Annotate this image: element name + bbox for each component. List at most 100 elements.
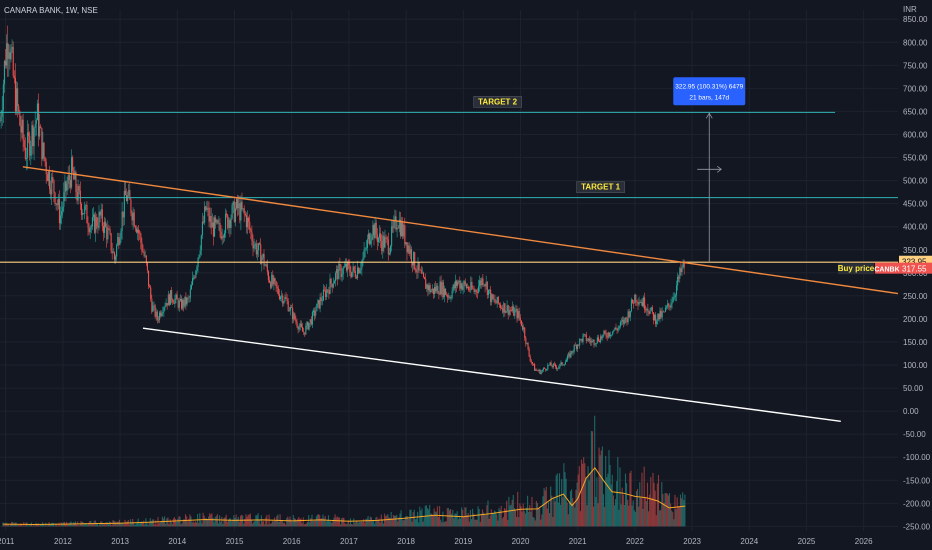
candle-body	[249, 221, 251, 230]
volume-bar	[356, 520, 358, 527]
support-trendline[interactable]	[142, 327, 841, 422]
candle-body	[361, 260, 363, 269]
volume-bar	[263, 521, 265, 527]
candle-body	[435, 287, 437, 292]
candle-body	[410, 249, 412, 262]
candle-body	[683, 262, 685, 268]
candle-body	[576, 344, 579, 349]
candle-body	[615, 327, 617, 330]
volume-bar	[485, 515, 487, 527]
volume-bar	[223, 518, 225, 527]
candle-body	[195, 270, 197, 278]
volume-bar	[494, 510, 496, 527]
candle-body	[653, 314, 656, 321]
volume-bar	[611, 474, 613, 527]
volume-bar	[683, 500, 685, 527]
drawings-layer[interactable]: TARGET 2 TARGET 1 Buy price 322.95 (100.31%…	[0, 77, 899, 422]
volume-bar	[191, 522, 193, 527]
volume-bar	[632, 500, 634, 527]
candle-body	[444, 288, 447, 295]
candle-body	[337, 269, 339, 280]
candle-body	[146, 262, 148, 271]
volume-bar	[662, 493, 664, 527]
candle-body	[229, 219, 231, 228]
candle-body	[585, 334, 587, 341]
volume-bar	[148, 523, 150, 527]
candle-body	[355, 277, 357, 279]
candle-body	[318, 300, 320, 309]
volume-bar	[534, 520, 536, 527]
candle-body	[680, 268, 682, 272]
price-axis[interactable]: 850.00 800.00 750.00 700.00 650.00 600.00 550.…	[874, 15, 932, 531]
candle-body	[628, 311, 630, 318]
candle-body	[95, 217, 97, 233]
candle-body	[479, 280, 481, 286]
candle-body	[257, 243, 260, 251]
volume-bar	[142, 522, 144, 527]
candle-body	[598, 341, 601, 343]
measure-info-box[interactable]	[673, 77, 746, 106]
volume-bar	[560, 504, 562, 527]
candle-body	[545, 368, 547, 370]
volume-bar	[353, 518, 355, 527]
candle-body	[42, 142, 44, 160]
volume-bar	[316, 514, 319, 527]
volume-bar	[590, 431, 592, 527]
candle-body	[404, 225, 406, 245]
candle-body	[551, 365, 553, 368]
volume-bar	[243, 523, 245, 527]
candle-body	[475, 290, 477, 292]
candle-body	[520, 320, 522, 326]
candle-body	[506, 305, 508, 312]
volume-bar	[466, 514, 468, 527]
candle-body	[143, 252, 145, 257]
candle-body	[454, 280, 456, 289]
candle-body	[99, 211, 101, 216]
volume-bar	[620, 504, 622, 527]
volume-bar	[321, 518, 323, 527]
candle-body	[139, 233, 141, 234]
volume-bar	[413, 509, 415, 527]
resistance-trendline[interactable]	[22, 166, 899, 295]
volume-bar	[501, 518, 503, 527]
volume-bar	[402, 520, 404, 527]
volume-bar	[208, 516, 210, 527]
volume-bar	[363, 519, 365, 527]
volume-bar	[564, 472, 566, 527]
candle-body	[666, 306, 668, 308]
candle-body	[572, 351, 574, 353]
candle-body	[279, 296, 282, 300]
candle-body	[58, 199, 60, 224]
candle-body	[372, 224, 374, 236]
volume-bar	[177, 518, 179, 527]
candle-body	[364, 248, 366, 250]
volume-bar	[358, 521, 360, 527]
volume-bar	[550, 486, 552, 527]
volume-bar	[222, 523, 224, 527]
candle-body	[459, 280, 461, 289]
volume-bar	[175, 518, 177, 527]
candle-body	[549, 362, 551, 365]
volume-bar	[170, 521, 172, 527]
volume-bar	[546, 508, 548, 527]
candle-body	[433, 287, 436, 294]
candle-body	[473, 288, 475, 292]
volume-bar	[520, 506, 522, 527]
candle-body	[212, 222, 214, 237]
volume-bar	[651, 497, 653, 527]
candle-body	[320, 297, 322, 302]
candle-body	[101, 209, 103, 226]
candle-body	[418, 262, 420, 270]
time-axis[interactable]: 2011 2012 2013 2014 2015 2016 2017 2018 2019 2020…	[0, 537, 873, 546]
volume-bar	[609, 464, 611, 527]
volume-bar	[98, 525, 100, 527]
volume-bar	[10, 524, 12, 527]
candle-body	[32, 125, 34, 147]
candle-body	[184, 296, 186, 307]
price-tick-label: 350.00	[903, 246, 928, 255]
candle-body	[18, 105, 20, 112]
volume-bar	[355, 521, 357, 527]
volume-bar	[615, 499, 617, 527]
candle-body	[131, 212, 133, 221]
